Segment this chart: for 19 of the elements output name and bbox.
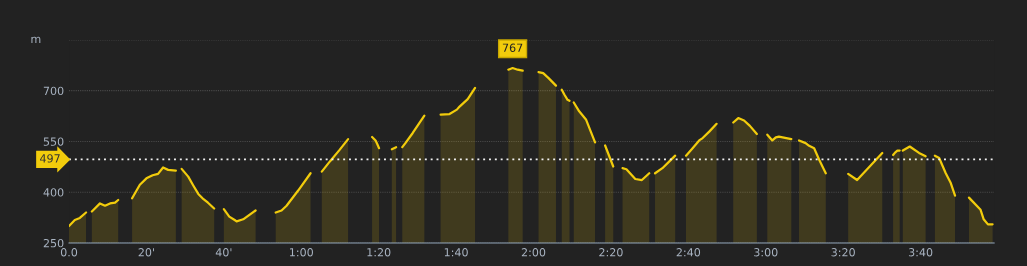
- y-axis-title: m: [31, 36, 41, 43]
- y-tick-label: 700: [43, 86, 64, 96]
- annotation: 767: [502, 43, 523, 52]
- x-tick-label: 3:00: [754, 248, 778, 257]
- x-tick-label: 1:00: [290, 248, 313, 257]
- x-tick-label: 2:00: [521, 248, 546, 257]
- x-tick-label: 1:40: [444, 248, 468, 257]
- x-tick-label: 2:40: [676, 248, 701, 257]
- x-tick-label: 40': [215, 248, 232, 257]
- ref-line-label: 497: [40, 154, 60, 163]
- y-tick-label: 250: [43, 238, 64, 248]
- y-tick-label: 400: [43, 188, 64, 197]
- x-tick-label: 3:20: [831, 248, 855, 257]
- x-tick-label: 0.0: [60, 248, 78, 257]
- x-tick-label: 1:20: [367, 248, 391, 257]
- x-tick-label: 2:20: [599, 248, 623, 257]
- x-tick-label: 20': [138, 248, 154, 257]
- y-tick-label: 550: [43, 137, 64, 146]
- x-tick-label: 3:40: [908, 248, 933, 257]
